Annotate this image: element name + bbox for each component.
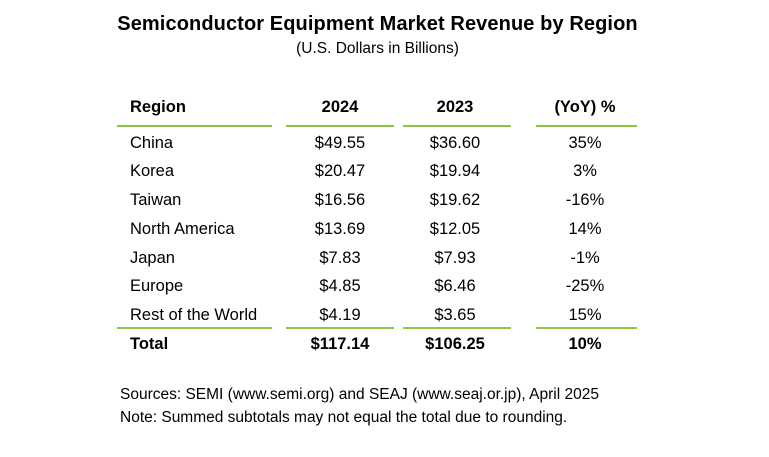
- yoy-cell: -25%: [565, 277, 605, 295]
- yoy-cell: 3%: [573, 162, 597, 180]
- table-total-row: Total $117.14 $106.25 10%: [0, 330, 769, 358]
- sources-note: Sources: SEMI (www.semi.org) and SEAJ (w…: [120, 386, 599, 403]
- total-rule-2023: [403, 327, 511, 329]
- page-subtitle: (U.S. Dollars in Billions): [296, 40, 459, 57]
- table-row: China $49.55 $36.60 35%: [0, 129, 769, 157]
- total-2023: $106.25: [425, 335, 485, 353]
- value-2023-cell: $19.94: [429, 162, 481, 180]
- header-2023: 2023: [436, 98, 474, 116]
- value-2023-cell: $3.65: [434, 306, 476, 324]
- table-row: Taiwan $16.56 $19.62 -16%: [0, 186, 769, 214]
- value-2023-cell: $7.93: [434, 249, 476, 267]
- value-2023-cell: $36.60: [429, 134, 481, 152]
- total-yoy: 10%: [568, 335, 602, 353]
- rounding-note: Note: Summed subtotals may not equal the…: [120, 409, 568, 426]
- region-cell: North America: [130, 220, 235, 238]
- value-2024-cell: $4.19: [319, 306, 361, 324]
- total-rule-region: [117, 327, 272, 329]
- header-rule-2023: [403, 125, 511, 127]
- value-2023-cell: $6.46: [434, 277, 476, 295]
- header-rule-region: [117, 125, 272, 127]
- table-row: Japan $7.83 $7.93 -1%: [0, 244, 769, 272]
- yoy-cell: 35%: [568, 134, 602, 152]
- table-row: Europe $4.85 $6.46 -25%: [0, 272, 769, 300]
- region-cell: Korea: [130, 162, 175, 180]
- header-rule-yoy: [536, 125, 637, 127]
- total-label: Total: [130, 335, 169, 353]
- table-row: North America $13.69 $12.05 14%: [0, 215, 769, 243]
- value-2023-cell: $19.62: [429, 191, 481, 209]
- value-2024-cell: $7.83: [319, 249, 361, 267]
- header-2024: 2024: [321, 98, 359, 116]
- total-rule-2024: [286, 327, 394, 329]
- yoy-cell: -16%: [565, 191, 605, 209]
- header-region: Region: [130, 98, 186, 116]
- footnotes: Sources: SEMI (www.semi.org) and SEAJ (w…: [120, 383, 599, 429]
- header-yoy: (YoY) %: [554, 98, 616, 116]
- region-cell: China: [130, 134, 174, 152]
- value-2024-cell: $13.69: [314, 220, 366, 238]
- region-cell: Europe: [130, 277, 184, 295]
- region-cell: Taiwan: [130, 191, 182, 209]
- total-rule-yoy: [536, 327, 637, 329]
- table-row: Korea $20.47 $19.94 3%: [0, 157, 769, 185]
- value-2024-cell: $49.55: [314, 134, 366, 152]
- region-cell: Japan: [130, 249, 175, 267]
- value-2024-cell: $16.56: [314, 191, 366, 209]
- total-2024: $117.14: [310, 335, 370, 353]
- value-2024-cell: $20.47: [314, 162, 366, 180]
- region-cell: Rest of the World: [130, 306, 258, 324]
- value-2023-cell: $12.05: [429, 220, 481, 238]
- table-row: Rest of the World $4.19 $3.65 15%: [0, 301, 769, 329]
- page-title: Semiconductor Equipment Market Revenue b…: [117, 13, 638, 35]
- value-2024-cell: $4.85: [319, 277, 361, 295]
- table-header-row: Region 2024 2023 (YoY) %: [0, 93, 769, 121]
- header-rule-2024: [286, 125, 394, 127]
- yoy-cell: 14%: [568, 220, 602, 238]
- yoy-cell: 15%: [568, 306, 602, 324]
- yoy-cell: -1%: [570, 249, 600, 267]
